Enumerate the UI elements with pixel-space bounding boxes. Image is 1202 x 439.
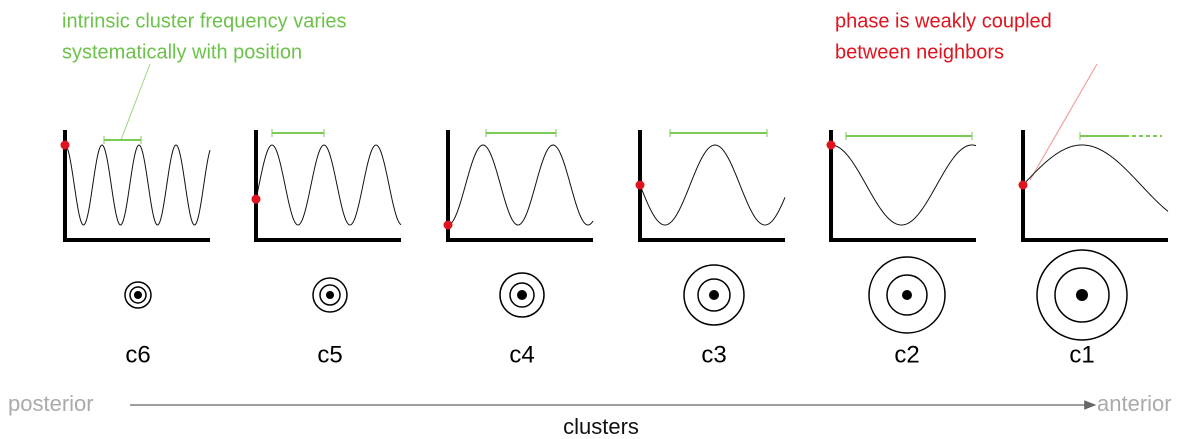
leader-line xyxy=(120,63,151,141)
core xyxy=(709,290,719,300)
axis-label: clusters xyxy=(563,414,639,439)
annotation: intrinsic cluster frequency varies xyxy=(62,10,347,32)
annotation: systematically with position xyxy=(62,41,302,63)
cluster-label: c4 xyxy=(509,341,534,368)
cluster-label: c1 xyxy=(1069,341,1094,368)
cluster-label: c5 xyxy=(317,341,342,368)
wave xyxy=(447,144,594,226)
wave xyxy=(255,144,402,226)
cluster-label: c2 xyxy=(894,341,919,368)
core xyxy=(326,291,334,299)
phase-dot xyxy=(1018,180,1028,190)
axes xyxy=(829,130,976,242)
phase-dot xyxy=(635,180,645,190)
annotation: phase is weakly coupled xyxy=(835,10,1052,32)
annotation: between neighbors xyxy=(835,41,1004,63)
wave xyxy=(830,144,977,226)
phase-dot xyxy=(251,194,261,204)
axis-start: posterior xyxy=(8,391,94,416)
phase-dot xyxy=(443,220,453,230)
core xyxy=(902,290,912,300)
ring xyxy=(499,272,545,318)
wave xyxy=(639,144,786,226)
ring xyxy=(886,274,928,316)
axes xyxy=(254,130,401,242)
leader-line xyxy=(1029,63,1098,181)
ring xyxy=(319,284,341,306)
ring xyxy=(1054,267,1110,323)
axes xyxy=(1021,130,1168,242)
ring xyxy=(312,277,348,313)
axes xyxy=(446,130,593,242)
core xyxy=(517,290,527,300)
wave xyxy=(64,144,211,226)
ring xyxy=(129,286,147,304)
phase-dot xyxy=(60,140,70,150)
ring xyxy=(683,264,745,326)
ring xyxy=(1036,249,1128,341)
ring xyxy=(697,278,731,312)
axes xyxy=(638,130,785,242)
ring xyxy=(124,281,152,309)
ring xyxy=(868,256,946,334)
axes xyxy=(63,130,210,242)
cluster-label: c3 xyxy=(701,341,726,368)
cluster-label: c6 xyxy=(125,341,150,368)
axis-end: anterior xyxy=(1097,391,1172,416)
phase-dot xyxy=(826,140,836,150)
core xyxy=(1076,289,1088,301)
core xyxy=(134,291,142,299)
wave xyxy=(1022,144,1169,212)
ring xyxy=(509,282,535,308)
